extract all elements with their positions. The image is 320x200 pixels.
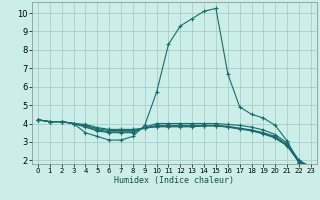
X-axis label: Humidex (Indice chaleur): Humidex (Indice chaleur) xyxy=(115,176,234,185)
